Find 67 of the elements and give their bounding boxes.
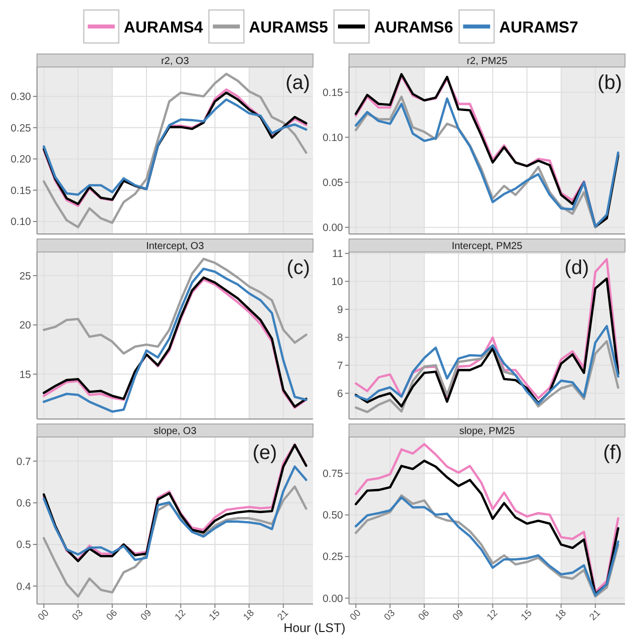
y-tick-label: 0.15 xyxy=(10,184,32,197)
y-tick-label: 0.30 xyxy=(10,91,32,104)
line-series xyxy=(42,72,308,228)
y-tick-label: 0.00 xyxy=(322,592,344,605)
x-tick-label: 03 xyxy=(70,608,86,623)
y-tick-label: 9 xyxy=(337,304,344,316)
line-series xyxy=(354,258,620,400)
line-series xyxy=(42,485,308,598)
y-tick-label: 10 xyxy=(331,276,344,288)
y-tick-label: 0.5 xyxy=(16,539,32,552)
y-tick-label: 11 xyxy=(332,248,344,260)
x-tick-label: 18 xyxy=(241,608,257,623)
y-tick-label: 0.4 xyxy=(16,580,32,593)
legend-label: AURAMS6 xyxy=(374,19,454,36)
x-tick-label: 06 xyxy=(416,608,432,623)
chart-title: r2, PM25 xyxy=(466,56,508,68)
y-tick-label: 0.20 xyxy=(10,154,32,166)
line-series xyxy=(354,324,620,406)
y-tick-label: 0.10 xyxy=(322,132,344,144)
line-series xyxy=(354,277,620,408)
x-tick-label: 06 xyxy=(104,608,120,623)
y-tick-label: 20 xyxy=(19,320,32,332)
y-tick-label: 0.25 xyxy=(10,122,32,134)
x-tick-label: 00 xyxy=(36,608,52,623)
y-tick-label: 0.00 xyxy=(322,222,344,234)
annotation: (e) xyxy=(252,442,277,464)
line-series xyxy=(354,340,620,414)
line-series xyxy=(42,465,308,562)
chart-title: slope, O3 xyxy=(154,426,197,438)
y-tick-label: 7 xyxy=(337,360,344,372)
x-axis-title: Hour (LST) xyxy=(284,621,346,635)
y-tick-label: 8 xyxy=(337,332,344,344)
x-tick-label: 12 xyxy=(484,608,500,623)
chart-title: Intercept, O3 xyxy=(146,241,204,252)
chart-title: r2, O3 xyxy=(161,56,190,68)
y-tick-label: 25 xyxy=(19,270,32,282)
y-tick-label: 0.6 xyxy=(16,497,32,510)
y-tick-label: 0.75 xyxy=(322,468,344,480)
y-tick-label: 0.10 xyxy=(10,216,32,228)
x-tick-label: 21 xyxy=(276,608,291,623)
annotation: (a) xyxy=(286,72,310,94)
y-tick-label: 6 xyxy=(337,388,344,400)
annotation: (b) xyxy=(598,72,622,94)
y-tick-label: 0.15 xyxy=(322,86,344,99)
legend-label: AURAMS4 xyxy=(124,19,203,36)
y-tick-label: 0.7 xyxy=(16,456,32,468)
x-tick-label: 15 xyxy=(519,608,534,623)
x-tick-label: 12 xyxy=(172,608,188,623)
line-series xyxy=(42,258,308,355)
x-tick-label: 15 xyxy=(207,608,222,623)
x-tick-label: 00 xyxy=(348,608,364,623)
x-tick-label: 18 xyxy=(553,608,569,623)
chart-title: Intercept, PM25 xyxy=(452,241,523,252)
chart-title: slope, PM25 xyxy=(459,426,516,438)
y-tick-label: 0.25 xyxy=(322,551,344,564)
y-tick-label: 0.50 xyxy=(322,510,344,522)
x-tick-label: 09 xyxy=(450,608,466,623)
x-tick-label: 03 xyxy=(382,608,398,623)
x-tick-label: 09 xyxy=(138,608,154,623)
x-tick-label: 21 xyxy=(588,608,603,623)
y-tick-label: 0.05 xyxy=(322,176,344,189)
annotation: (d) xyxy=(564,257,589,279)
legend-label: AURAMS5 xyxy=(248,19,328,36)
y-tick-label: 15 xyxy=(19,368,32,381)
legend-label: AURAMS7 xyxy=(499,19,578,36)
annotation: (f) xyxy=(603,442,622,464)
annotation: (c) xyxy=(286,257,310,279)
